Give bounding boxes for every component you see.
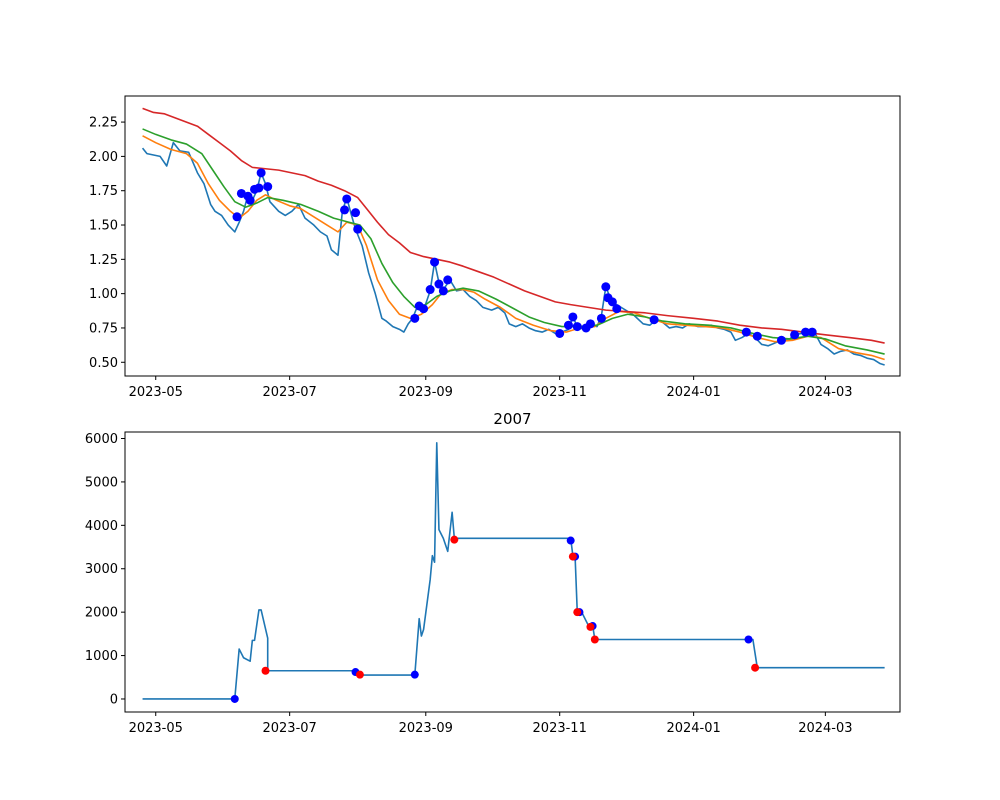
blue-marker <box>230 694 239 703</box>
marker <box>563 320 573 330</box>
x-tick-label: 2023-07 <box>262 721 316 736</box>
marker <box>351 208 361 218</box>
price-y-axis: 0.50 0.75 1.00 1.25 1.50 1.75 2.00 2.25 <box>89 116 125 371</box>
marker <box>776 335 786 345</box>
y-tick-label: 2.00 <box>89 150 118 165</box>
y-tick-label: 2.25 <box>89 116 118 131</box>
red-marker <box>355 670 364 679</box>
red-marker <box>568 552 577 561</box>
marker <box>410 313 420 323</box>
marker <box>254 183 264 193</box>
position-axes-frame <box>124 431 901 713</box>
x-tick-label: 2023-07 <box>262 385 316 400</box>
marker <box>430 257 440 267</box>
series-line-3 <box>142 107 885 344</box>
y-tick-label: 0 <box>110 692 118 707</box>
position-chart-title: 2007 <box>493 410 531 428</box>
marker <box>612 304 622 314</box>
marker <box>232 212 242 222</box>
price-plot-area <box>141 107 885 366</box>
y-tick-label: 1.25 <box>89 253 118 268</box>
marker <box>568 312 578 322</box>
position-y-axis: 0 1000 2000 3000 4000 5000 6000 <box>85 432 125 707</box>
red-marker <box>450 535 459 544</box>
y-tick-label: 1000 <box>85 649 118 664</box>
series-line-0 <box>142 442 885 700</box>
blue-marker <box>410 670 419 679</box>
red-marker <box>586 622 595 631</box>
x-tick-label: 2023-09 <box>399 721 453 736</box>
marker <box>353 224 363 234</box>
x-tick-label: 2024-01 <box>666 721 720 736</box>
price-chart: 2023-05 2023-07 2023-09 2023-11 2024-01 2024-… <box>89 95 901 400</box>
series-line-1 <box>142 135 885 361</box>
blue-marker <box>744 635 753 644</box>
y-tick-label: 5000 <box>85 475 118 490</box>
y-tick-label: 0.50 <box>89 356 118 371</box>
marker <box>425 285 435 295</box>
x-tick-label: 2023-11 <box>533 721 587 736</box>
marker <box>607 297 617 307</box>
x-tick-label: 2023-11 <box>533 385 587 400</box>
marker <box>438 286 448 296</box>
y-tick-label: 3000 <box>85 562 118 577</box>
price-axes-frame <box>124 95 901 377</box>
blue-marker <box>566 536 575 545</box>
red-marker <box>573 608 582 617</box>
marker <box>801 327 811 337</box>
red-marker <box>590 635 599 644</box>
y-tick-label: 0.75 <box>89 321 118 336</box>
marker <box>596 313 606 323</box>
marker <box>434 279 444 289</box>
position-plot-area <box>142 442 885 703</box>
red-marker <box>751 663 760 672</box>
marker <box>649 315 659 325</box>
x-tick-label: 2024-03 <box>798 721 852 736</box>
y-tick-label: 2000 <box>85 606 118 621</box>
marker <box>572 322 582 332</box>
marker <box>245 195 255 205</box>
y-tick-label: 1.75 <box>89 184 118 199</box>
marker <box>555 328 565 338</box>
x-tick-label: 2023-09 <box>399 385 453 400</box>
marker <box>342 194 352 204</box>
marker <box>443 275 453 285</box>
marker <box>263 182 273 192</box>
price-x-axis: 2023-05 2023-07 2023-09 2023-11 2024-01 2024-… <box>129 376 853 400</box>
marker <box>752 331 762 341</box>
y-tick-label: 1.50 <box>89 219 118 234</box>
marker <box>340 205 350 215</box>
x-tick-label: 2024-01 <box>666 385 720 400</box>
position-x-axis: 2023-05 2023-07 2023-09 2023-11 2024-01 2024-… <box>129 712 853 736</box>
x-tick-label: 2023-05 <box>129 721 183 736</box>
marker <box>807 327 817 337</box>
marker <box>585 319 595 329</box>
marker <box>419 304 429 314</box>
marker <box>790 330 800 340</box>
marker <box>256 168 266 178</box>
y-tick-label: 6000 <box>85 432 118 447</box>
x-tick-label: 2023-05 <box>129 385 183 400</box>
position-chart: 2007 2023-05 2023-07 2023-09 2023-11 2024-01… <box>85 410 901 736</box>
marker <box>601 282 611 292</box>
x-tick-label: 2024-03 <box>798 385 852 400</box>
y-tick-label: 4000 <box>85 519 118 534</box>
y-tick-label: 1.00 <box>89 287 118 302</box>
red-marker <box>261 666 270 675</box>
series-line-2 <box>142 128 885 355</box>
marker <box>741 327 751 337</box>
